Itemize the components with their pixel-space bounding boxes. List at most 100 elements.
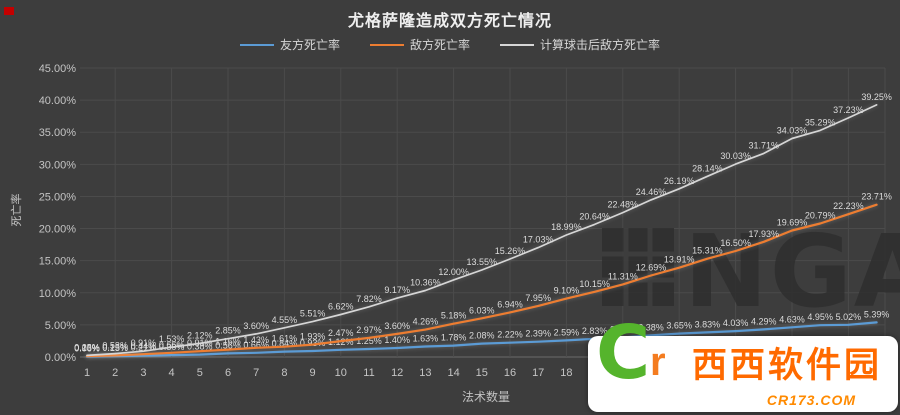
data-label-friendly-death-rate: 0.21% [131, 343, 157, 353]
legend-label-enemy-death-rate: 敌方死亡率 [409, 38, 470, 52]
x-axis-tick-label: 5 [197, 367, 203, 379]
data-label-enemy-death-rate-after-orb: 0.53% [102, 341, 128, 351]
data-label-enemy-death-rate: 17.93% [749, 229, 780, 239]
data-label-friendly-death-rate: 2.59% [554, 327, 580, 337]
data-label-friendly-death-rate: 2.08% [469, 331, 495, 341]
data-label-enemy-death-rate: 2.47% [328, 328, 354, 338]
logo-domain: CR173.COM [766, 392, 856, 408]
data-label-friendly-death-rate: 4.29% [751, 316, 777, 326]
data-label-friendly-death-rate: 2.22% [497, 330, 523, 340]
data-label-enemy-death-rate: 1.61% [272, 334, 298, 344]
data-label-enemy-death-rate: 2.97% [356, 325, 382, 335]
data-label-enemy-death-rate-after-orb: 35.29% [805, 117, 836, 127]
data-label-enemy-death-rate-after-orb: 3.60% [243, 321, 269, 331]
y-axis-tick-labels: 0.00% 5.00% 10.00% 15.00% 20.00% 25.00% 30.00%… [39, 63, 77, 364]
data-label-friendly-death-rate: 0.84% [272, 339, 298, 349]
y-axis-tick-label: 40.00% [39, 95, 77, 107]
data-label-enemy-death-rate: 4.26% [413, 317, 439, 327]
x-axis-tick-label: 15 [476, 367, 488, 379]
logo-site-name: 西西软件园 [692, 346, 883, 385]
y-axis-tick-label: 10.00% [39, 288, 77, 300]
data-label-enemy-death-rate: 22.23% [833, 201, 864, 211]
x-axis-tick-label: 10 [335, 367, 347, 379]
x-axis-tick-label: 12 [391, 367, 403, 379]
data-label-enemy-death-rate: 10.15% [579, 279, 610, 289]
data-label-friendly-death-rate: 2.39% [525, 329, 551, 339]
x-axis-tick-label: 7 [253, 367, 259, 379]
red-marker [4, 7, 14, 15]
x-axis-tick-label: 6 [225, 367, 231, 379]
data-label-enemy-death-rate-after-orb: 2.85% [215, 326, 241, 336]
data-label-enemy-death-rate: 0.13% [74, 343, 100, 353]
y-axis-tick-label: 5.00% [45, 320, 76, 332]
data-label-friendly-death-rate: 0.13% [102, 343, 128, 353]
data-label-enemy-death-rate: 1.43% [243, 335, 269, 345]
data-label-enemy-death-rate-after-orb: 4.55% [272, 315, 298, 325]
data-label-friendly-death-rate: 0.66% [243, 340, 269, 350]
data-label-enemy-death-rate-after-orb: 7.82% [356, 294, 382, 304]
data-label-enemy-death-rate: 12.69% [636, 263, 667, 273]
y-axis-tick-label: 20.00% [39, 224, 77, 236]
data-label-enemy-death-rate-after-orb: 15.26% [495, 246, 526, 256]
legend-swatch-enemy-death-rate-after-orb [500, 43, 534, 46]
data-label-enemy-death-rate-after-orb: 28.14% [692, 163, 723, 173]
x-axis-tick-label: 2 [112, 367, 118, 379]
data-label-friendly-death-rate: 0.38% [187, 342, 213, 352]
data-label-enemy-death-rate-after-orb: 13.55% [467, 257, 498, 267]
data-label-friendly-death-rate: 0.06% [74, 344, 100, 354]
data-label-enemy-death-rate: 0.25% [102, 342, 128, 352]
data-label-enemy-death-rate: 6.94% [497, 299, 523, 309]
series-line-enemy-death-rate-after-orb [86, 104, 878, 357]
data-label-enemy-death-rate-after-orb: 17.03% [523, 235, 554, 245]
x-axis-tick-label: 1 [84, 367, 90, 379]
data-label-friendly-death-rate: 0.56% [215, 340, 241, 350]
data-label-enemy-death-rate: 1.93% [300, 332, 326, 342]
data-label-friendly-death-rate: 1.63% [413, 334, 439, 344]
data-label-friendly-death-rate: 3.04% [610, 324, 636, 334]
data-label-enemy-death-rate: 6.03% [469, 305, 495, 315]
y-axis-title: 死亡率 [11, 193, 23, 227]
data-label-friendly-death-rate: 4.95% [807, 312, 833, 322]
data-label-friendly-death-rate: 0.93% [300, 338, 326, 348]
data-label-friendly-death-rate: 1.40% [384, 335, 410, 345]
data-label-enemy-death-rate: 0.44% [131, 341, 157, 351]
data-label-enemy-death-rate: 15.31% [692, 246, 723, 256]
y-axis-tick-label: 35.00% [39, 127, 77, 139]
data-label-friendly-death-rate: 3.83% [695, 319, 721, 329]
x-axis-tick-label: 18 [560, 367, 572, 379]
data-label-enemy-death-rate-after-orb: 34.03% [777, 125, 808, 135]
legend-label-friendly-death-rate: 友方死亡率 [279, 38, 340, 52]
legend-label-enemy-death-rate-after-orb: 计算球击后敌方死亡率 [540, 38, 661, 52]
data-label-enemy-death-rate: 3.60% [384, 321, 410, 331]
legend-swatch-friendly-death-rate [239, 43, 274, 46]
data-label-enemy-death-rate-after-orb: 6.62% [328, 301, 354, 311]
y-axis-tick-label: 30.00% [39, 159, 77, 171]
data-label-enemy-death-rate-after-orb: 37.23% [833, 105, 864, 115]
data-label-enemy-death-rate-after-orb: 9.17% [384, 285, 410, 295]
x-axis-tick-label: 13 [419, 367, 431, 379]
x-axis-tick-label: 16 [504, 367, 516, 379]
data-label-enemy-death-rate-after-orb: 2.12% [187, 330, 213, 340]
data-label-friendly-death-rate: 2.83% [582, 326, 608, 336]
logo-r-glyph: r [650, 340, 666, 384]
chart-title: 尤格萨隆造成双方死亡情况 [347, 11, 552, 30]
data-label-friendly-death-rate: 5.39% [864, 309, 890, 319]
data-label-enemy-death-rate-after-orb: 26.19% [664, 176, 695, 186]
data-label-friendly-death-rate: 4.63% [779, 314, 805, 324]
data-label-enemy-death-rate: 9.10% [554, 286, 580, 296]
data-label-enemy-death-rate-after-orb: 39.25% [861, 92, 892, 102]
x-axis-title: 法术数量 [461, 390, 510, 404]
x-axis-tick-label: 14 [447, 367, 459, 379]
data-label-enemy-death-rate-after-orb: 18.99% [551, 222, 582, 232]
legend-item-enemy-death-rate-after-orb: 计算球击后敌方死亡率 [500, 36, 660, 53]
nga-grid-icon [602, 228, 674, 306]
data-label-enemy-death-rate-after-orb: 0.25% [74, 342, 100, 352]
x-axis-tick-label: 3 [140, 367, 146, 379]
data-label-enemy-death-rate: 1.16% [215, 337, 241, 347]
gridlines [80, 67, 886, 358]
series-line-enemy-death-rate [85, 203, 878, 358]
legend-item-friendly-death-rate: 友方死亡率 [239, 36, 340, 53]
legend-item-enemy-death-rate: 敌方死亡率 [369, 36, 470, 53]
legend-swatch-enemy-death-rate [369, 43, 404, 46]
data-label-enemy-death-rate-after-orb: 20.64% [579, 211, 610, 221]
